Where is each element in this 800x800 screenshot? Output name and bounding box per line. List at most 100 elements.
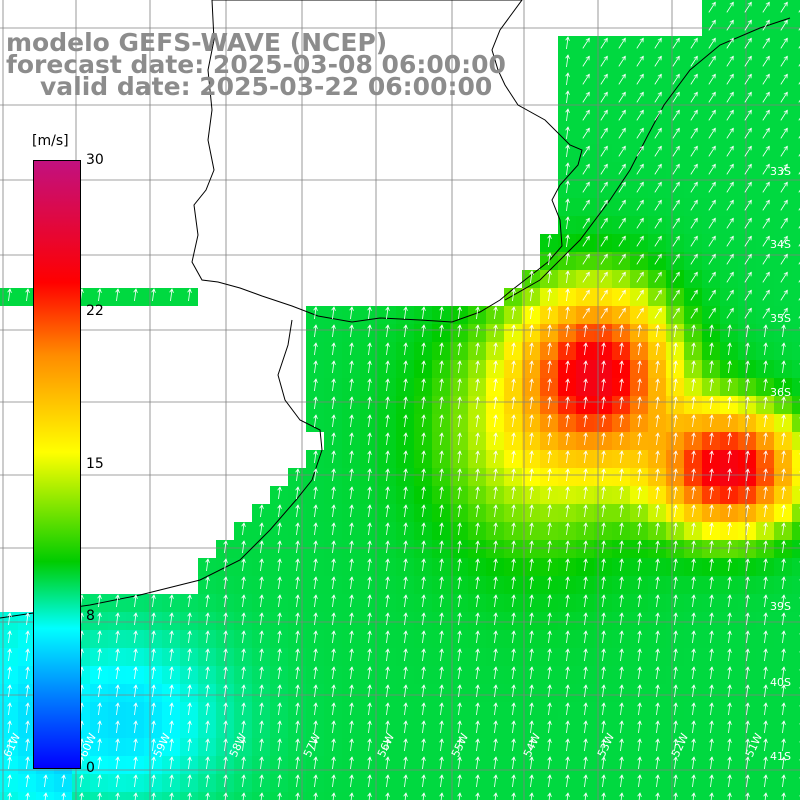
wind-arrow <box>744 19 752 31</box>
wind-arrow <box>582 289 590 301</box>
wind-arrow <box>475 738 480 752</box>
wind-arrow <box>457 504 462 518</box>
wind-arrow <box>421 306 426 320</box>
wind-arrow <box>349 522 354 536</box>
wind-arrow <box>745 702 750 716</box>
wind-arrow <box>619 612 624 626</box>
wind-arrow <box>709 558 714 572</box>
wind-arrow <box>403 522 408 536</box>
wind-arrow <box>367 324 372 338</box>
wind-arrow <box>349 594 354 608</box>
wind-arrow <box>529 306 534 320</box>
wind-arrow <box>187 702 192 716</box>
wind-arrow <box>726 19 734 31</box>
wind-arrow <box>25 720 30 734</box>
wind-arrow <box>726 253 734 265</box>
wind-arrow <box>529 684 534 698</box>
wind-arrow <box>655 396 660 410</box>
wind-arrow <box>726 235 734 247</box>
wind-arrow <box>457 774 462 788</box>
wind-arrow <box>547 432 552 446</box>
wind-arrow <box>583 486 588 500</box>
wind-arrow <box>565 504 570 518</box>
wind-arrow <box>763 612 768 626</box>
wind-arrow <box>115 288 120 302</box>
wind-arrow <box>547 252 552 266</box>
latitude-label: 33S <box>770 165 791 178</box>
wind-arrow <box>673 720 678 734</box>
wind-arrow <box>744 163 752 175</box>
wind-cell <box>612 792 630 800</box>
wind-arrow <box>673 648 678 662</box>
wind-arrow <box>367 612 372 626</box>
wind-arrow <box>583 594 588 608</box>
wind-arrow <box>493 540 498 554</box>
wind-arrow <box>601 594 606 608</box>
wind-arrow <box>295 486 300 500</box>
wind-arrow <box>637 756 642 770</box>
wind-arrow <box>763 630 768 644</box>
wind-arrow <box>169 630 174 644</box>
wind-arrow <box>259 720 264 734</box>
wind-arrow <box>241 612 246 626</box>
wind-arrow <box>745 378 750 392</box>
wind-arrow <box>781 576 786 590</box>
wind-arrow <box>475 558 480 572</box>
wind-arrow <box>331 396 336 410</box>
wind-arrow <box>709 324 714 338</box>
wind-arrow <box>691 540 696 554</box>
wind-arrow <box>600 163 608 175</box>
wind-arrow <box>97 702 102 716</box>
wind-arrow <box>385 342 390 356</box>
wind-arrow <box>745 414 750 428</box>
wind-arrow <box>637 468 642 482</box>
wind-arrow <box>511 630 516 644</box>
wind-arrow <box>313 306 318 320</box>
wind-arrow <box>79 774 84 788</box>
wind-arrow <box>618 73 626 85</box>
wind-arrow <box>619 342 624 356</box>
wind-arrow <box>636 253 644 265</box>
wind-arrow <box>79 792 84 800</box>
wind-arrow <box>690 73 698 85</box>
wind-cell <box>378 792 396 800</box>
wind-arrow <box>601 666 606 680</box>
wind-arrow <box>727 540 732 554</box>
wind-arrow <box>601 450 606 464</box>
wind-arrow <box>349 414 354 428</box>
wind-cell <box>792 72 800 90</box>
wind-arrow <box>654 271 662 283</box>
wind-arrow <box>223 792 228 800</box>
wind-arrow <box>763 702 768 716</box>
wind-arrow <box>637 414 642 428</box>
wind-arrow <box>762 37 770 49</box>
wind-arrow <box>583 360 588 374</box>
wind-arrow <box>690 163 698 175</box>
wind-arrow <box>385 432 390 446</box>
wind-arrow <box>672 307 680 319</box>
wind-arrow <box>367 558 372 572</box>
wind-cell <box>792 324 800 342</box>
wind-arrow <box>655 630 660 644</box>
wind-arrow <box>727 522 732 536</box>
wind-arrow <box>367 774 372 788</box>
wind-arrow <box>727 720 732 734</box>
wind-arrow <box>654 307 662 319</box>
wind-arrow <box>780 199 788 211</box>
wind-arrow <box>241 666 246 680</box>
wind-arrow <box>745 486 750 500</box>
wind-arrow <box>403 792 408 800</box>
wind-arrow <box>780 289 788 301</box>
wind-cell <box>792 216 800 234</box>
wind-arrow <box>493 720 498 734</box>
wind-arrow <box>709 378 714 392</box>
wind-arrow <box>745 792 750 800</box>
wind-arrow <box>726 163 734 175</box>
wind-arrow <box>331 450 336 464</box>
wind-arrow <box>475 540 480 554</box>
wind-arrow <box>763 324 768 338</box>
colorbar-tick-30: 30 <box>86 152 104 168</box>
wind-cell <box>738 792 756 800</box>
wind-arrow <box>97 774 102 788</box>
wind-arrow <box>421 486 426 500</box>
